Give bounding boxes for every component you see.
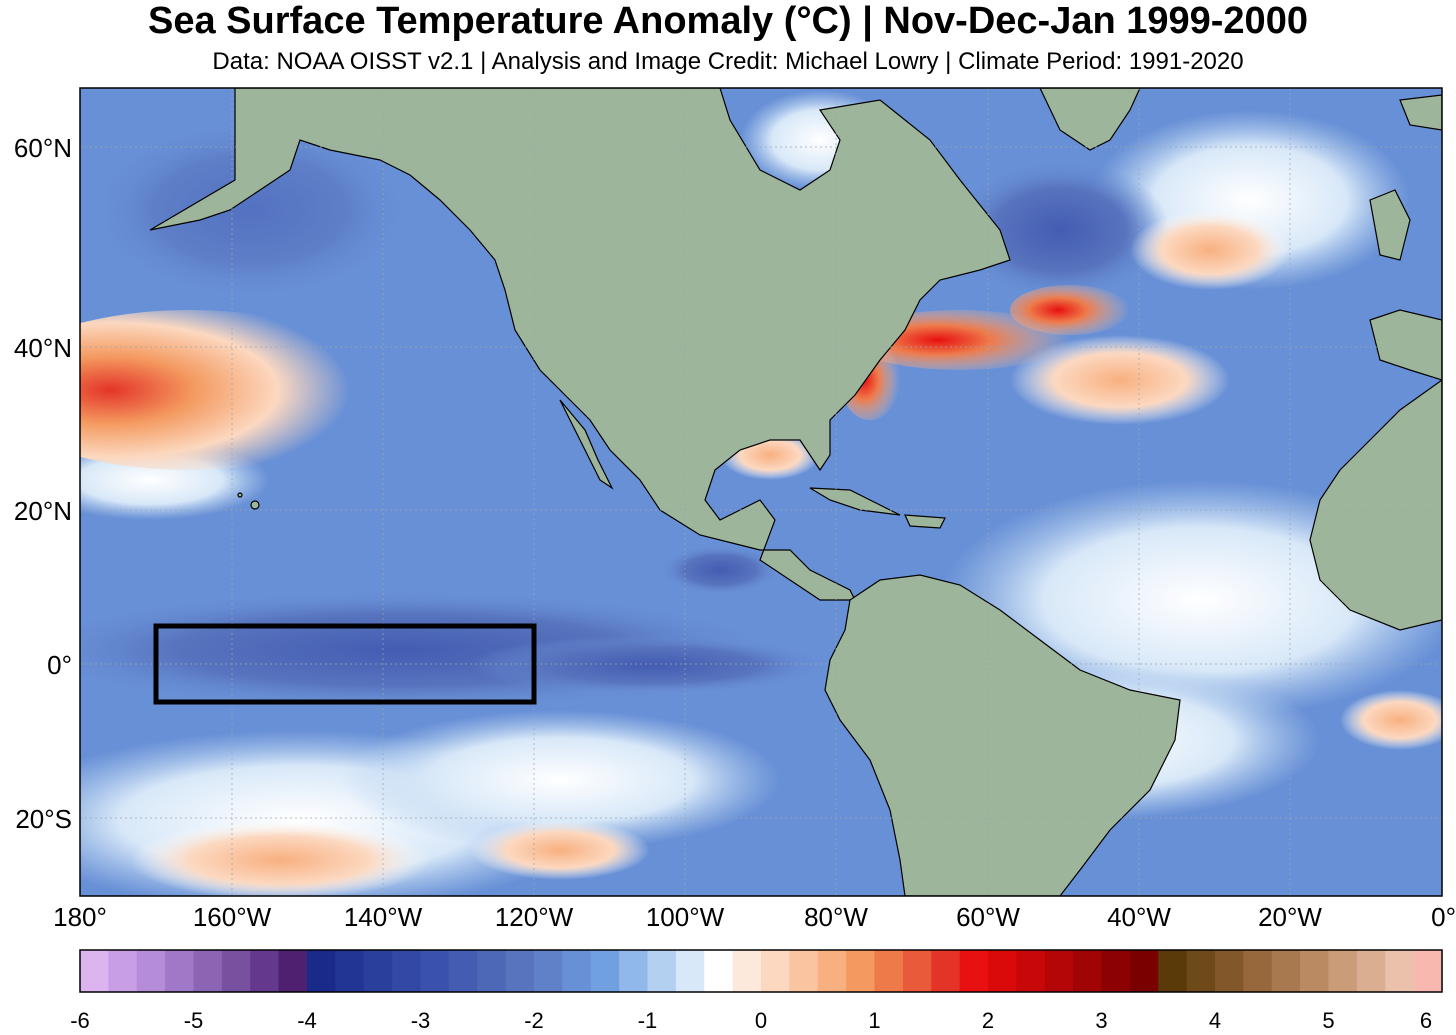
lat-label-40n: 40°N (13, 333, 72, 363)
map-frame (79, 87, 1443, 897)
colorbar-segment (221, 950, 251, 992)
colorbar-segment (959, 950, 989, 992)
colorbar-segment (307, 950, 336, 992)
colorbar-segment (363, 950, 393, 992)
north-america (149, 88, 1011, 601)
lon-label-120w: 120°W (494, 902, 574, 932)
colorbar-segment (1413, 950, 1443, 992)
colorbar-segment (420, 950, 450, 992)
colorbar-segment (619, 950, 649, 992)
lon-label-180: 180° (53, 902, 107, 932)
colorbar-segment (136, 950, 166, 992)
colorbar-segment (704, 950, 734, 992)
colorbar-segment (1044, 950, 1074, 992)
colorbar-segment (988, 950, 1017, 992)
colorbar-segment (1129, 950, 1159, 992)
colorbar-segment (590, 950, 620, 992)
lat-label-20n: 20°N (13, 496, 72, 526)
colorbar-segment (505, 950, 535, 992)
colorbar-frame (79, 949, 1443, 993)
colorbar-tick-label: 6 (1419, 1008, 1433, 1033)
colorbar-segment (278, 950, 308, 992)
europe (1369, 309, 1442, 381)
lon-label-80w: 80°W (804, 902, 868, 932)
british-isles (1369, 189, 1411, 261)
colorbar-segment (675, 950, 705, 992)
colorbar-segment (562, 950, 592, 992)
colorbar-segment (1271, 950, 1301, 992)
colorbar-segment (1243, 950, 1273, 992)
colorbar-segment (250, 950, 280, 992)
baja-california (559, 399, 614, 490)
colorbar-segment (80, 950, 109, 992)
colorbar-segment (448, 950, 478, 992)
colorbar-tick-label: -3 (410, 1008, 431, 1033)
colorbar-segment (1215, 950, 1244, 992)
iceland (1399, 94, 1442, 131)
colorbar-segment (931, 950, 961, 992)
colorbar-segment (817, 950, 847, 992)
colorbar-tick-label: -1 (637, 1008, 658, 1033)
colorbar-segment (761, 950, 790, 992)
lon-label-160w: 160°W (192, 902, 272, 932)
colorbar-segment (789, 950, 819, 992)
lon-label-140w: 140°W (343, 902, 423, 932)
colorbar-tick-label: 2 (981, 1008, 995, 1033)
colorbar-segment (1385, 950, 1415, 992)
colorbar-segment (1186, 950, 1216, 992)
colorbar-tick-label: -4 (297, 1008, 317, 1033)
colorbar-segment (165, 950, 195, 992)
colorbar-segment (647, 950, 677, 992)
colorbar-segment (193, 950, 223, 992)
lon-label-60w: 60°W (956, 902, 1020, 932)
colorbar-segment (846, 950, 876, 992)
colorbar-segment (392, 950, 422, 992)
colorbar-tick-label: -2 (524, 1008, 544, 1033)
colorbar-tick-label: 1 (868, 1008, 881, 1033)
colorbar-segment (1016, 950, 1046, 992)
colorbar-tick-label: 0 (754, 1008, 768, 1033)
colorbar-segment (1158, 950, 1188, 992)
greenland (1039, 88, 1141, 151)
lon-label-0: 0° (1431, 902, 1456, 932)
colorbar-segment (732, 950, 762, 992)
colorbar-segment (874, 950, 904, 992)
colorbar-tick-label: 3 (1095, 1008, 1108, 1033)
hispaniola (904, 514, 946, 529)
africa (1309, 379, 1442, 631)
colorbar-segment (1300, 950, 1330, 992)
lon-label-40w: 40°W (1107, 902, 1171, 932)
colorbar (80, 950, 1443, 992)
colorbar-segment (1073, 950, 1103, 992)
colorbar-tick-label: 5 (1322, 1008, 1335, 1033)
chart-title: Sea Surface Temperature Anomaly (°C) | N… (148, 0, 1308, 42)
cuba (809, 487, 901, 516)
colorbar-segment (477, 950, 507, 992)
nino-region-box (153, 623, 537, 705)
lat-label-20s: 20°S (15, 804, 72, 834)
colorbar-segment (1101, 950, 1131, 992)
colorbar-segment (335, 950, 365, 992)
chart-subtitle: Data: NOAA OISST v2.1 | Analysis and Ima… (212, 48, 1244, 75)
colorbar-segment (1356, 950, 1386, 992)
colorbar-segment (902, 950, 932, 992)
colorbar-tick-label: -6 (70, 1008, 90, 1033)
colorbar-segment (108, 950, 138, 992)
colorbar-tick-label: -5 (183, 1008, 204, 1033)
lat-label-equator: 0° (47, 650, 72, 680)
lon-label-100w: 100°W (645, 902, 725, 932)
colorbar-tick-label: 4 (1208, 1008, 1222, 1033)
lat-label-60n: 60°N (13, 133, 72, 163)
graticule (80, 88, 1442, 896)
colorbar-segment (1328, 950, 1358, 992)
lon-label-20w: 20°W (1258, 902, 1322, 932)
land-masses (149, 88, 1442, 896)
colorbar-segment (534, 950, 563, 992)
south-america (824, 574, 1181, 896)
